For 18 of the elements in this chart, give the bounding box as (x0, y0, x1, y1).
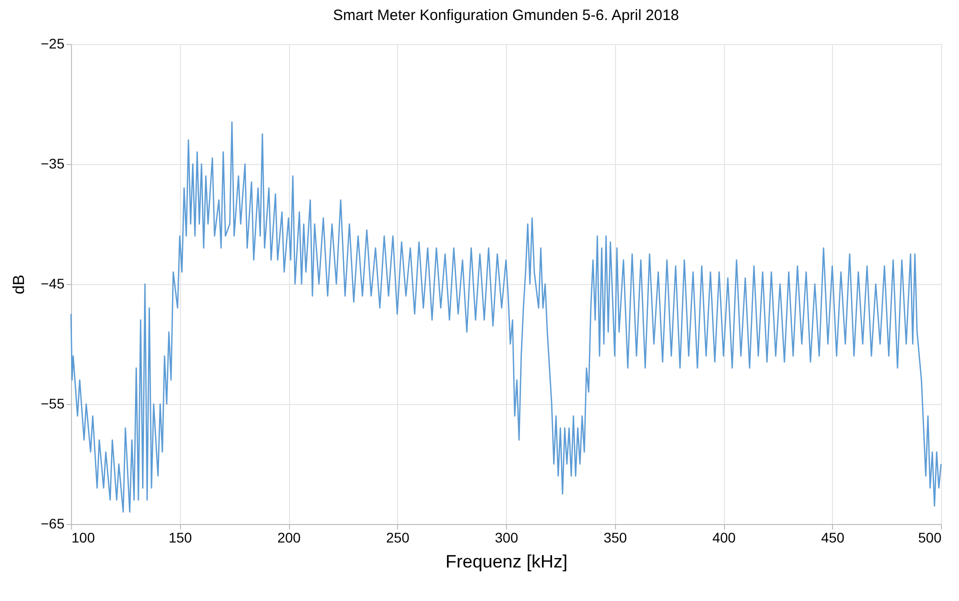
x-tick-label: 450 (821, 530, 845, 546)
x-tick-label: 300 (494, 530, 518, 546)
x-tick-label: 350 (604, 530, 628, 546)
y-tick-label: −45 (40, 276, 65, 292)
y-tick-label: −55 (40, 396, 65, 412)
y-axis-title: dB (10, 274, 28, 294)
x-tick-label: 200 (277, 530, 301, 546)
x-tick-label: 100 (72, 530, 96, 546)
x-tick-label: 150 (168, 530, 192, 546)
x-tick-label: 500 (918, 530, 942, 546)
x-axis-title: Frequenz [kHz] (445, 552, 568, 572)
chart-title: Smart Meter Konfiguration Gmunden 5-6. April 2018 (332, 7, 680, 24)
line-series (70, 121, 942, 513)
y-tick-label: −25 (40, 36, 65, 52)
x-tick-label: 400 (712, 530, 736, 546)
x-tick-label: 250 (386, 530, 410, 546)
y-tick-label: −65 (40, 516, 65, 532)
y-tick-label: −35 (40, 156, 65, 172)
